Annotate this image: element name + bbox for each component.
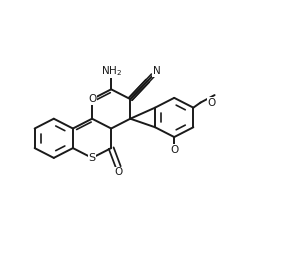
Text: N: N <box>153 66 160 76</box>
Text: O: O <box>170 145 178 155</box>
Text: S: S <box>88 153 96 163</box>
Text: O: O <box>208 98 216 108</box>
Text: O: O <box>88 94 96 104</box>
Text: O: O <box>114 167 122 178</box>
Text: NH$_2$: NH$_2$ <box>101 64 122 78</box>
